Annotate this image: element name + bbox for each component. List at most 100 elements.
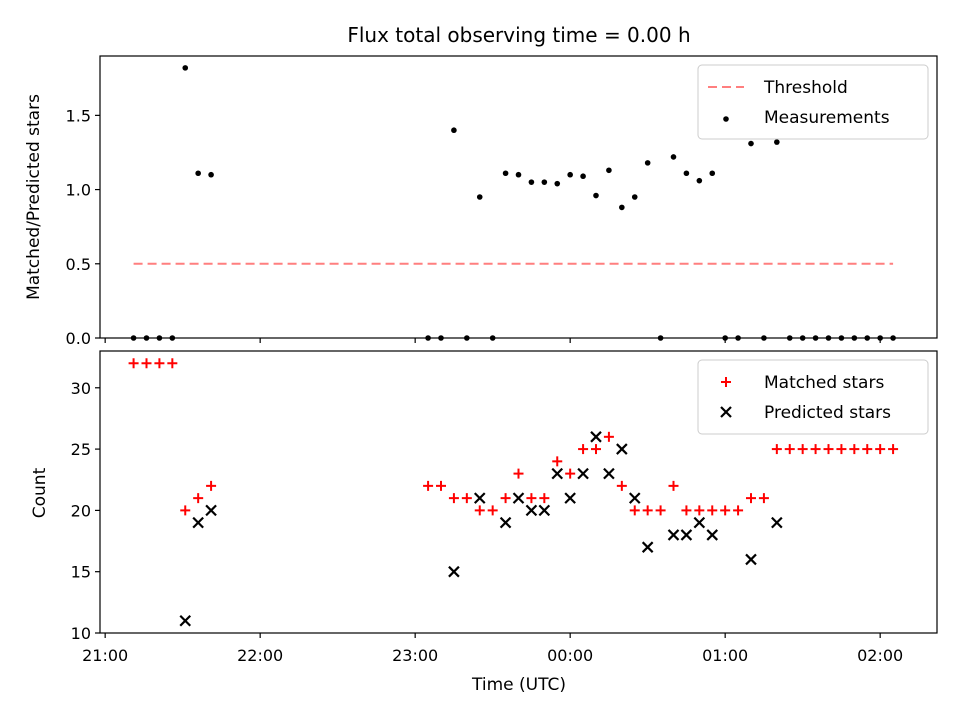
matched-star-marker	[655, 505, 666, 516]
measurement-point	[606, 167, 612, 174]
legend-label: Predicted stars	[764, 403, 891, 423]
matched-star-marker	[616, 480, 627, 491]
bottom-y-tick-label: 15	[71, 563, 91, 582]
measurement-point	[670, 154, 677, 160]
top-y-tick-label: 0.0	[66, 329, 91, 348]
measurement-point	[644, 160, 651, 166]
matched-star-marker	[758, 493, 769, 504]
matched-star-marker	[681, 505, 692, 516]
top-y-axis-label: Matched/Predicted stars	[24, 94, 44, 300]
top-y-tick-label: 0.5	[66, 255, 91, 274]
matched-star-marker	[193, 493, 204, 504]
bottom-y-tick-label: 25	[71, 440, 91, 459]
legend-matched-swatch	[721, 377, 731, 387]
bottom-legend: Matched stars Predicted stars	[697, 359, 929, 435]
measurement-point	[696, 177, 703, 184]
measurement-point	[208, 171, 214, 178]
matched-star-marker	[707, 505, 718, 516]
x-tick-label: 23:00	[392, 646, 438, 665]
bottom-y-axis-label: Count	[30, 467, 50, 518]
measurement-point	[709, 170, 716, 177]
measurement-point	[774, 139, 780, 145]
matched-star-marker	[694, 505, 705, 516]
measurement-point	[593, 192, 599, 199]
legend-predicted-swatch	[720, 406, 732, 418]
predicted-star-marker	[179, 614, 192, 627]
matched-star-marker	[642, 505, 653, 516]
predicted-star-marker	[551, 467, 564, 480]
top-y-tick-label: 1.0	[66, 181, 91, 200]
predicted-star-marker	[448, 565, 460, 578]
bottom-data-marks	[128, 358, 899, 627]
measurement-point	[683, 170, 690, 177]
matched-star-marker	[206, 480, 217, 491]
measurement-point	[502, 170, 509, 177]
predicted-star-marker	[192, 516, 204, 529]
measurement-point	[451, 127, 457, 134]
matched-star-marker	[500, 493, 511, 504]
matched-star-marker	[141, 358, 152, 369]
measurement-point	[476, 194, 483, 200]
matched-star-marker	[875, 444, 886, 455]
predicted-star-marker	[205, 504, 217, 517]
matched-star-marker	[836, 444, 847, 455]
matched-star-marker	[128, 358, 139, 369]
chart-title: Flux total observing time = 0.00 h	[347, 23, 690, 47]
predicted-star-marker	[577, 467, 589, 480]
predicted-star-marker	[693, 516, 706, 529]
bottom-axes-frame	[99, 350, 938, 634]
matched-star-marker	[784, 444, 795, 455]
x-tick-label: 01:00	[702, 646, 748, 665]
x-tick-label: 21:00	[82, 646, 128, 665]
matched-star-marker	[849, 444, 860, 455]
ratio-panel: Flux total observing time = 0.00 h Match…	[24, 23, 938, 348]
legend-label: Measurements	[764, 108, 890, 128]
predicted-star-marker	[667, 529, 680, 541]
predicted-star-marker	[538, 504, 551, 517]
measurement-point	[631, 194, 638, 200]
matched-star-marker	[167, 358, 178, 369]
matched-star-marker	[603, 431, 614, 442]
predicted-star-marker	[628, 492, 641, 504]
predicted-star-marker	[616, 443, 628, 455]
measurement-point	[554, 180, 561, 187]
matched-star-marker	[733, 505, 744, 516]
matched-star-marker	[423, 480, 434, 491]
predicted-star-marker	[564, 492, 576, 504]
predicted-star-marker	[473, 492, 486, 504]
predicted-star-marker	[771, 516, 783, 529]
matched-star-marker	[720, 505, 731, 516]
matched-star-marker	[888, 444, 899, 455]
bottom-y-tick-label: 30	[71, 379, 91, 398]
legend-measurement-swatch	[723, 116, 729, 122]
predicted-star-marker	[499, 516, 512, 529]
x-axis-label: Time (UTC)	[471, 675, 566, 695]
bottom-y-tick-label: 20	[71, 501, 91, 520]
measurement-point	[195, 170, 201, 177]
predicted-star-marker	[641, 541, 654, 553]
matched-star-marker	[771, 444, 782, 455]
measurement-point	[619, 204, 625, 211]
matched-star-marker	[629, 505, 640, 516]
x-tick-label: 22:00	[237, 646, 283, 665]
predicted-star-marker	[590, 431, 602, 443]
predicted-star-marker	[706, 529, 719, 541]
matched-star-marker	[797, 444, 808, 455]
predicted-star-marker	[512, 492, 525, 504]
measurement-point	[541, 179, 548, 185]
top-y-tick-label: 1.5	[66, 106, 91, 125]
count-panel: Count Time (UTC) 10 15 20 25 30 21:00 22:00 23:…	[30, 350, 938, 695]
matched-star-marker	[448, 493, 459, 504]
matched-star-marker	[552, 456, 563, 467]
matched-star-marker	[526, 493, 537, 504]
matched-star-marker	[746, 493, 756, 504]
matched-star-marker	[578, 444, 589, 455]
matched-star-marker	[810, 444, 821, 455]
bottom-legend-frame	[697, 359, 929, 435]
matched-star-marker	[513, 468, 524, 479]
predicted-star-marker	[680, 529, 693, 541]
matched-star-marker	[668, 480, 679, 491]
matched-star-marker	[862, 444, 873, 455]
measurement-point	[567, 171, 573, 178]
matched-star-marker	[591, 444, 601, 455]
